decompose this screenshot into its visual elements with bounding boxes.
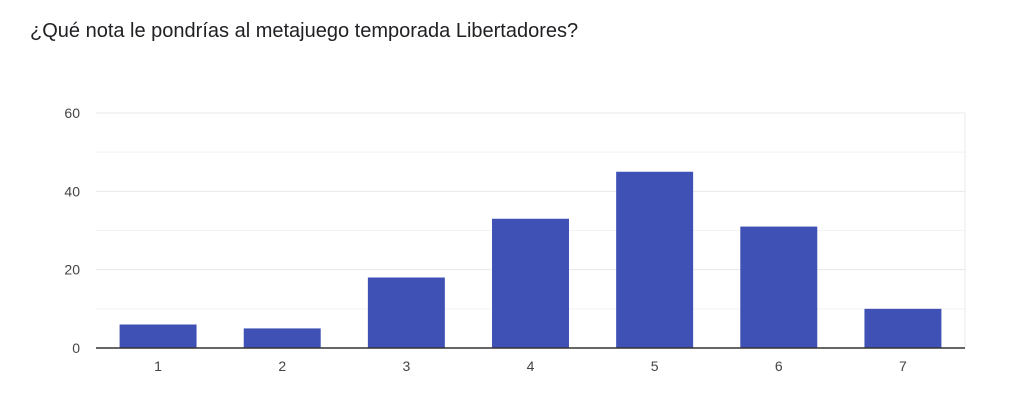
x-tick-label: 4: [527, 358, 535, 374]
x-tick-label: 3: [402, 358, 410, 374]
question-title: ¿Qué nota le pondrías al metajuego tempo…: [30, 20, 579, 42]
x-tick-label: 2: [278, 358, 286, 374]
y-tick-label: 0: [72, 340, 80, 356]
y-tick-label: 60: [64, 105, 80, 121]
y-tick-label: 20: [64, 262, 80, 278]
bar: [119, 324, 197, 348]
x-tick-label: 5: [651, 358, 659, 374]
bar: [243, 328, 321, 348]
labels-layer: 0 20 40 60 1 2 3 4 5 6 7: [64, 105, 907, 374]
x-tick-label: 1: [154, 358, 162, 374]
bar: [740, 226, 818, 348]
y-tick-label: 40: [64, 183, 80, 199]
bar: [864, 308, 942, 348]
bar: [367, 277, 445, 348]
bar: [492, 218, 569, 348]
x-tick-label: 6: [775, 358, 783, 374]
bars-layer: [119, 171, 942, 348]
x-tick-label: 7: [899, 358, 907, 374]
bar: [616, 171, 694, 348]
